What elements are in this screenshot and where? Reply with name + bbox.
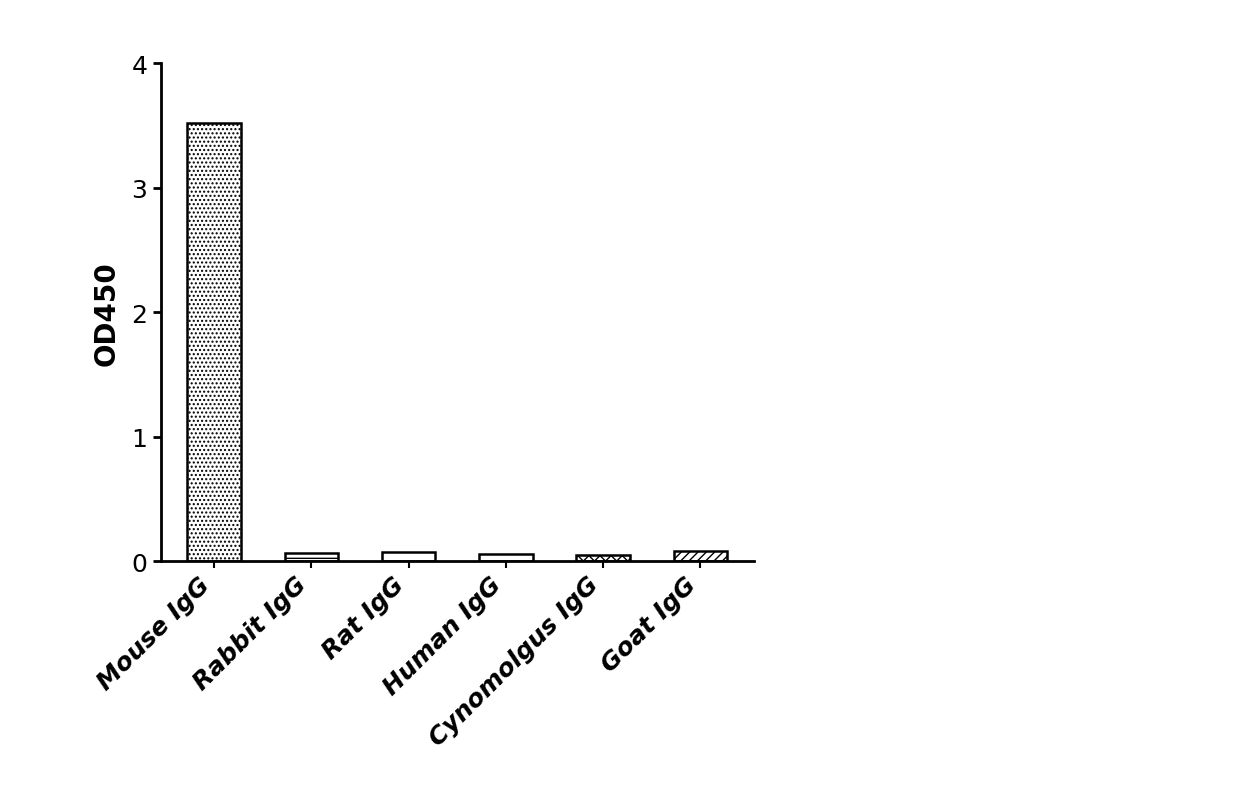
Bar (382, 552, 435, 561)
Bar (674, 551, 727, 561)
Y-axis label: OD450: OD450 (93, 261, 120, 365)
Bar (188, 124, 241, 561)
Bar (284, 553, 339, 561)
Bar (576, 555, 630, 561)
Bar (480, 554, 533, 561)
